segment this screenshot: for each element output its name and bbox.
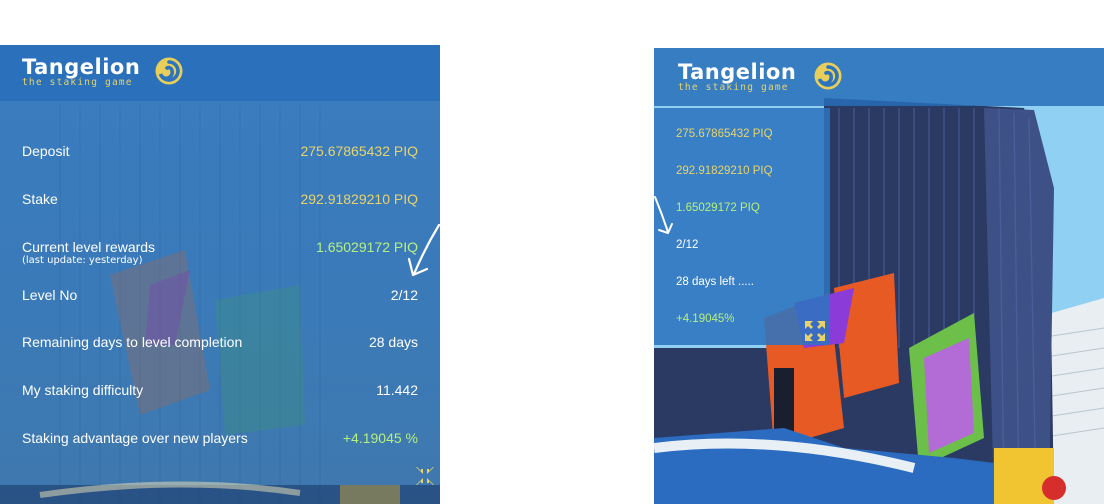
level-no-value: 2/12 bbox=[390, 287, 418, 303]
stake-label: Stake bbox=[22, 191, 58, 207]
remaining-days-label: Remaining days to level completion bbox=[22, 334, 243, 350]
remaining-days-value: 28 days bbox=[368, 334, 418, 350]
pointer-arrow-icon bbox=[407, 223, 440, 277]
stake-row: Stake 292.91829210 PIQ bbox=[22, 187, 418, 211]
deposit-row: Deposit 275.67865432 PIQ bbox=[22, 139, 418, 163]
expanded-stats-panel: Tangelion the staking game Deposit 275.6… bbox=[0, 45, 440, 504]
level-no-label: Level No bbox=[22, 287, 78, 303]
staking-difficulty-value: 11.442 bbox=[376, 382, 418, 398]
compact-orange-swirl-icon bbox=[814, 62, 842, 90]
compact-stats-panel: Tangelion the staking game 275.67865432 … bbox=[654, 48, 1104, 504]
orange-swirl-icon bbox=[155, 57, 183, 85]
compact-brand: Tangelion the staking game bbox=[678, 60, 796, 93]
stake-value: 292.91829210 PIQ bbox=[300, 191, 418, 207]
staking-difficulty-label: My staking difficulty bbox=[22, 382, 144, 398]
level-rewards-row: Current level rewards 1.65029172 PIQ bbox=[22, 235, 418, 259]
deposit-value: 275.67865432 PIQ bbox=[300, 143, 418, 159]
level-rewards-label: Current level rewards bbox=[22, 239, 156, 255]
staking-advantage-row: Staking advantage over new players +4.19… bbox=[22, 426, 418, 450]
deposit-label: Deposit bbox=[22, 143, 70, 159]
brand: Tangelion the staking game bbox=[22, 55, 140, 88]
city-background bbox=[0, 105, 440, 504]
compact-header-bar bbox=[654, 48, 1104, 106]
compact-brand-title: Tangelion bbox=[678, 60, 797, 84]
compact-stake-value: 292.91829210 PIQ bbox=[676, 165, 773, 177]
compact-rewards-value: 1.65029172 PIQ bbox=[676, 202, 760, 214]
brand-subtitle: the staking game bbox=[22, 77, 133, 88]
collapse-arrows-icon[interactable] bbox=[414, 465, 436, 487]
expand-arrows-icon[interactable] bbox=[804, 320, 826, 342]
level-no-row: Level No 2/12 bbox=[22, 283, 418, 307]
header-bar bbox=[0, 45, 440, 101]
compact-level-value: 2/12 bbox=[676, 239, 699, 251]
compact-advantage-value: +4.19045% bbox=[676, 313, 735, 325]
compact-pointer-arrow-icon bbox=[654, 196, 673, 234]
level-rewards-value: 1.65029172 PIQ bbox=[316, 239, 418, 255]
staking-difficulty-row: My staking difficulty 11.442 bbox=[22, 378, 418, 402]
compact-brand-subtitle: the staking game bbox=[678, 82, 789, 93]
remaining-days-row: Remaining days to level completion 28 da… bbox=[22, 330, 418, 354]
level-rewards-note: (last update: yesterday) bbox=[22, 255, 143, 266]
staking-advantage-value: +4.19045 % bbox=[342, 430, 418, 446]
brand-title: Tangelion bbox=[22, 55, 141, 79]
compact-days-left-value: 28 days left ..... bbox=[676, 276, 754, 288]
compact-stats-card: 275.67865432 PIQ 292.91829210 PIQ 1.6502… bbox=[654, 108, 830, 345]
staking-advantage-label: Staking advantage over new players bbox=[22, 430, 248, 446]
compact-deposit-value: 275.67865432 PIQ bbox=[676, 128, 773, 140]
